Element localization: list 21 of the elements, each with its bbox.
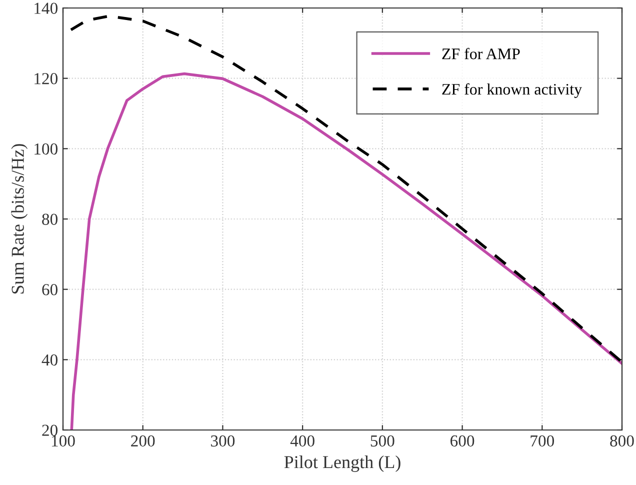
y-tick-label: 120	[34, 73, 58, 84]
x-tick-label: 600	[450, 435, 474, 447]
x-tick-label: 300	[211, 435, 235, 447]
x-tick-label: 200	[131, 435, 155, 447]
line-series	[70, 72, 622, 430]
x-tick-label: 100	[52, 435, 75, 447]
y-tick-label: 100	[34, 143, 58, 155]
x-axis-title: Pilot Length (L)	[284, 456, 400, 472]
y-tick-label: 140	[34, 2, 58, 14]
y-axis-title: Sum Rate (bits/s/Hz)	[11, 144, 28, 294]
legend-label: ZF for known activity	[442, 83, 582, 98]
y-tick-label: 60	[42, 284, 58, 296]
x-tick-label: 400	[290, 435, 314, 447]
y-tick-label: 40	[42, 354, 58, 366]
y-tick-label: 80	[42, 214, 58, 225]
x-tick-label: 500	[370, 435, 394, 447]
y-tick-label: 20	[42, 424, 58, 436]
x-tick-label: 800	[610, 435, 634, 447]
legend-label: ZF for AMP	[442, 48, 520, 60]
x-tick-label: 700	[530, 435, 554, 447]
line-series	[70, 14, 622, 364]
